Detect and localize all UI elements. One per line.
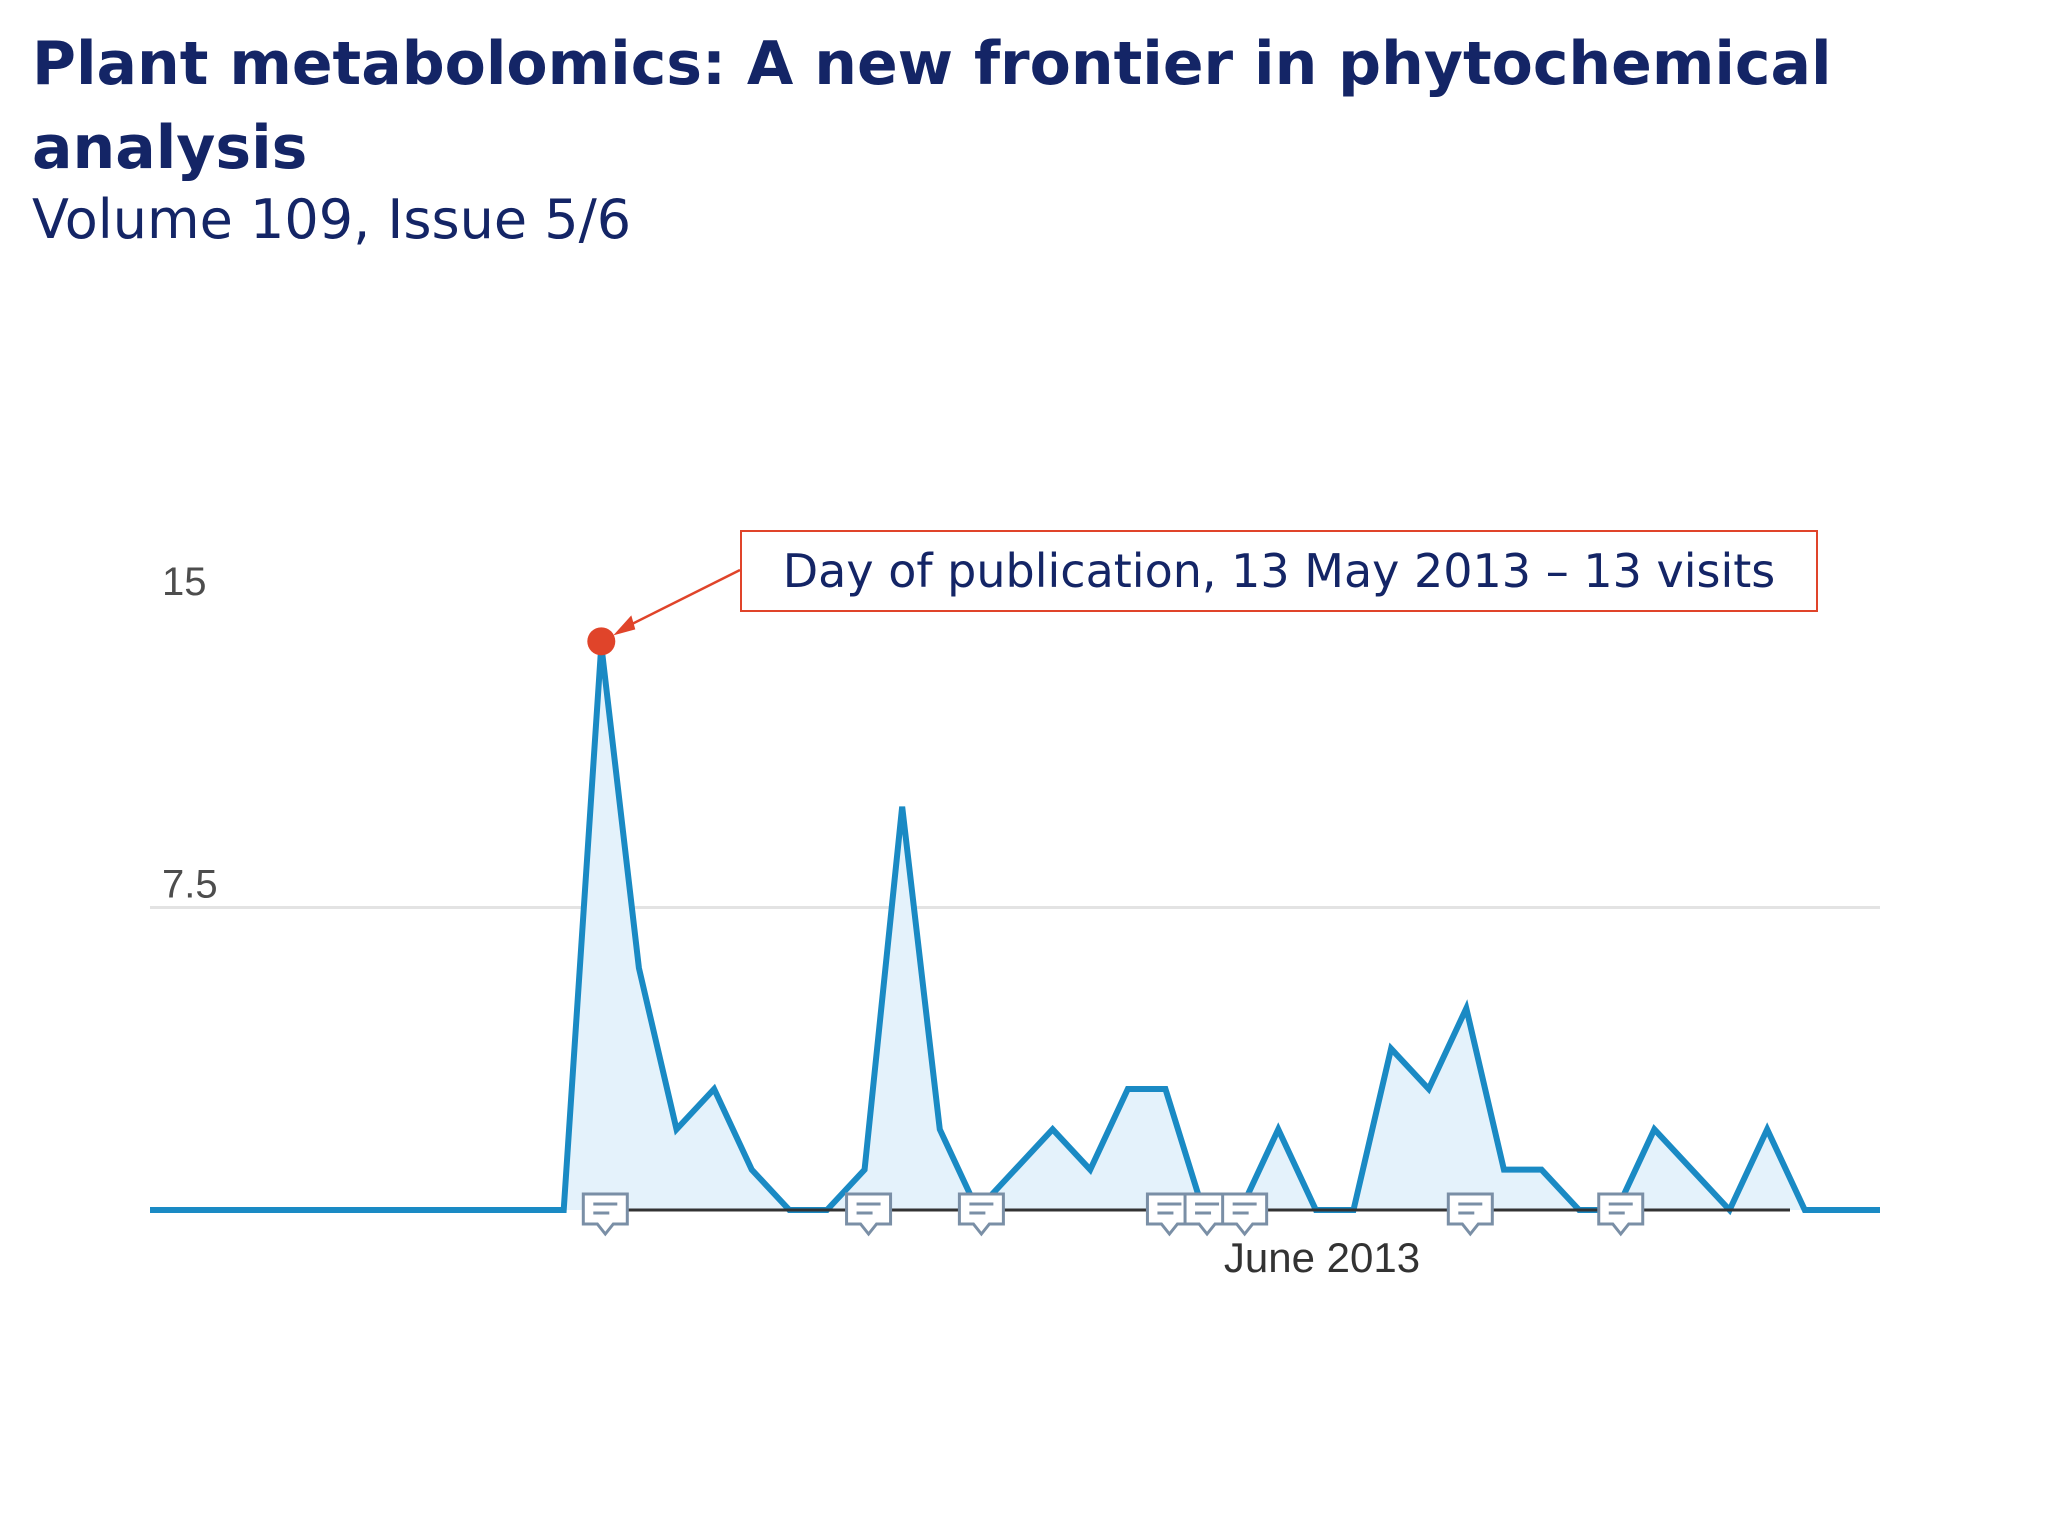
slide-title: Plant metabolomics: A new frontier in ph… bbox=[32, 29, 1832, 183]
annotation-marker-icon bbox=[1446, 1192, 1494, 1237]
callout-layer bbox=[587, 568, 741, 656]
annotation-marker-icon bbox=[845, 1192, 893, 1237]
area-layer bbox=[150, 644, 1880, 1216]
annotation-marker-icon bbox=[1597, 1192, 1645, 1237]
peak-highlight-dot bbox=[587, 627, 616, 656]
annotation-marker-icon bbox=[1221, 1192, 1269, 1237]
label-layer: 15 7.5 June 2013 bbox=[162, 560, 1420, 1281]
y-tick-label-15: 15 bbox=[162, 560, 207, 604]
slide-subtitle: Volume 109, Issue 5/6 bbox=[32, 188, 632, 251]
series-line bbox=[150, 644, 1880, 1216]
annotation-marker-icon bbox=[581, 1192, 629, 1237]
publication-annotation: Day of publication, 13 May 2013 – 13 vis… bbox=[740, 530, 1818, 612]
annotation-marker-layer bbox=[581, 1192, 1645, 1237]
x-tick-label-june-2013: June 2013 bbox=[1224, 1234, 1420, 1281]
annotation-marker-icon bbox=[957, 1192, 1005, 1237]
callout-arrow-line bbox=[620, 568, 741, 631]
callout-arrowhead bbox=[613, 615, 636, 636]
y-tick-label-7-5: 7.5 bbox=[162, 863, 218, 907]
series-area-fill bbox=[150, 645, 1880, 1210]
